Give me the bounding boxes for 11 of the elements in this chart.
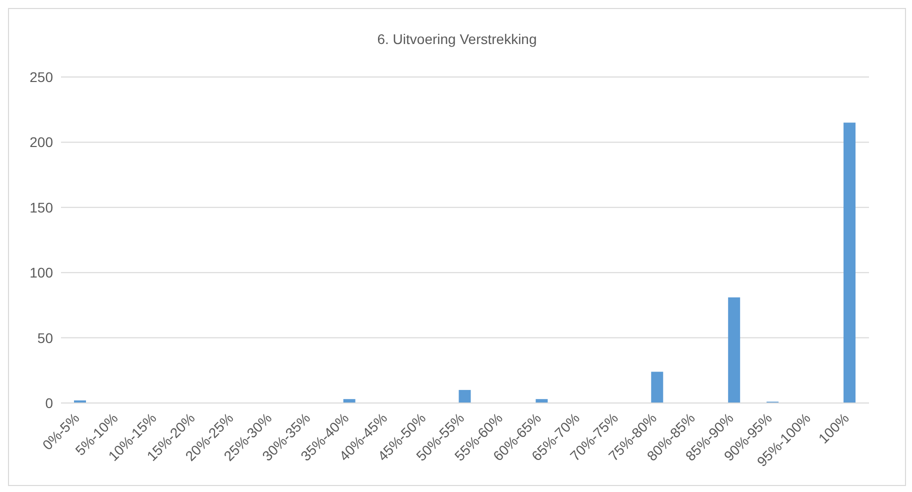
bar <box>728 297 740 403</box>
y-tick-label: 150 <box>30 199 54 216</box>
y-tick-label: 250 <box>30 68 54 85</box>
y-tick-label: 200 <box>30 134 54 150</box>
bar <box>651 372 664 403</box>
y-tick-label: 0 <box>45 394 54 411</box>
bar <box>844 122 856 403</box>
bar <box>458 390 471 403</box>
y-tick-label: 50 <box>37 330 54 346</box>
chart-title: 6. Uitvoering Verstrekking <box>376 30 538 49</box>
y-tick-label: 100 <box>30 264 54 281</box>
